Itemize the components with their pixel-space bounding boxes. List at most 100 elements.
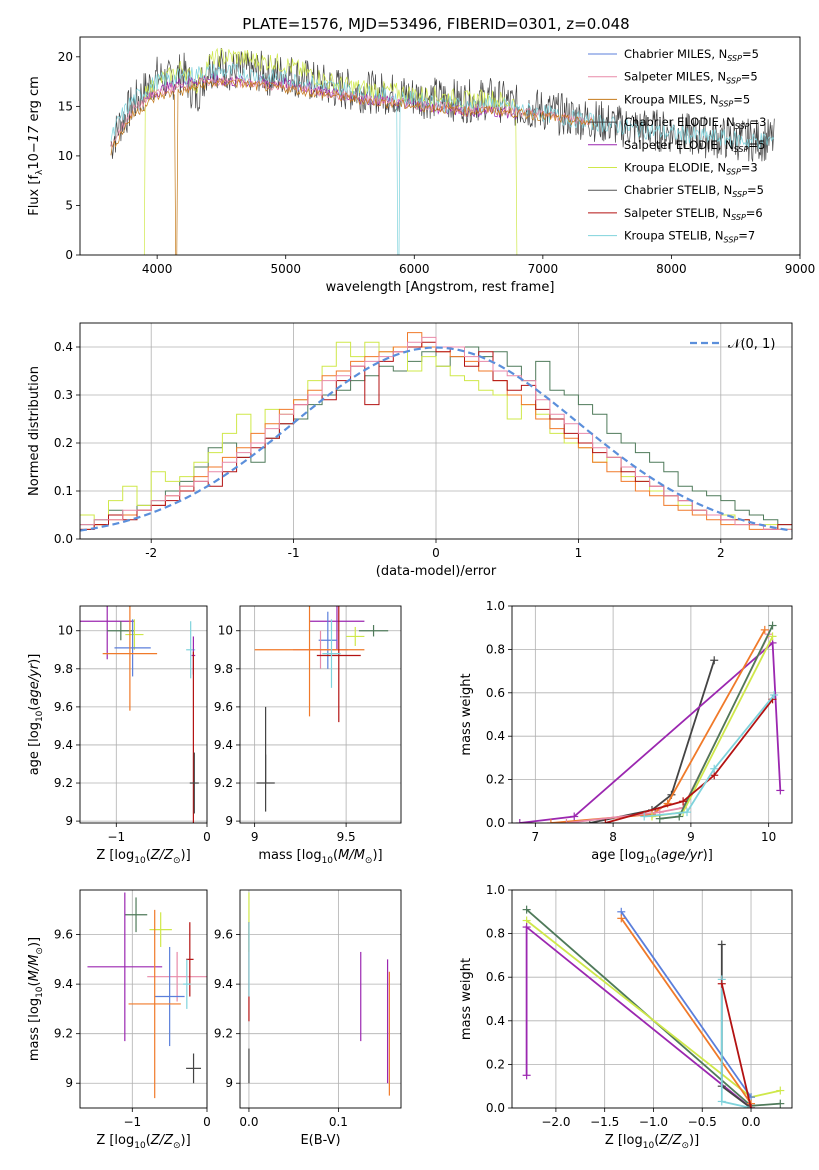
label-segment: 10 xyxy=(35,710,45,722)
label-segment: SSP xyxy=(727,54,742,63)
legend-entry: Kroupa STELIB, NSSP=7 xyxy=(624,229,755,245)
spectrum-line xyxy=(110,62,775,255)
label-segment: =5 xyxy=(742,47,759,61)
y-tick-label: 0.8 xyxy=(486,927,505,941)
label-segment: mass [log xyxy=(27,998,42,1061)
y-tick-label: 0.6 xyxy=(486,970,505,984)
label-segment: Z/Z xyxy=(150,848,174,863)
y-tick-label: 0.1 xyxy=(54,484,73,498)
x-tick-label: 9.5 xyxy=(337,830,356,844)
label-segment: −17 xyxy=(27,125,42,153)
label-segment: SSP xyxy=(735,122,750,131)
y-tick-label: 15 xyxy=(58,99,73,113)
label-segment: 10 xyxy=(322,856,334,866)
y-tick-label: 9.6 xyxy=(54,928,73,942)
legend-entry: Salpeter STELIB, NSSP=6 xyxy=(624,206,763,222)
label-segment: =3 xyxy=(750,115,767,129)
weight-line xyxy=(525,925,752,1108)
legend-entry: Chabrier STELIB, NSSP=5 xyxy=(624,183,764,199)
label-segment: ( xyxy=(27,706,42,711)
label-segment: Z [log xyxy=(96,1133,134,1148)
grid-lines xyxy=(512,605,792,824)
x-tick-label: −1 xyxy=(107,830,125,844)
label-segment: SSP xyxy=(731,213,746,222)
label-segment: )] xyxy=(27,654,42,664)
spectrum-line xyxy=(110,47,775,162)
label-segment: 10 xyxy=(134,1141,146,1151)
y-tick-label: 10 xyxy=(58,624,73,638)
label-segment: SSP xyxy=(732,190,747,199)
label-segment: )] xyxy=(27,937,42,947)
label-segment: λ xyxy=(35,169,45,175)
weight-line xyxy=(519,641,782,823)
y-tick-label: 0.4 xyxy=(54,340,73,354)
grid-lines xyxy=(240,606,401,823)
y-tick-label: 5 xyxy=(65,198,73,212)
y-tick-label: 0.3 xyxy=(54,388,73,402)
label-segment: Z [log xyxy=(96,848,134,863)
label-segment: ( xyxy=(656,848,661,863)
plot-area xyxy=(515,621,785,823)
chart-panels: 4000 5000 6000 7000 8000 900005101520waveleng… xyxy=(27,36,815,1151)
axes-frame xyxy=(239,605,402,824)
y-tick-label: 0.2 xyxy=(486,1057,505,1071)
legend-entry: Chabrier MILES, NSSP=5 xyxy=(624,47,759,63)
grid-lines xyxy=(80,606,208,823)
x-tick-label: −1 xyxy=(123,1115,141,1129)
plot-area xyxy=(254,606,389,812)
x-tick-label: −0.5 xyxy=(688,1115,717,1129)
x-tick-label: 9 xyxy=(251,830,259,844)
label-segment: )] xyxy=(703,848,713,863)
y-axis-label: mass weight xyxy=(459,673,474,755)
panel-mass_vs_EBV: 0.0 0.1 9 9.2 9.4 9.6 E(B-V) xyxy=(214,889,402,1148)
label-segment: =7 xyxy=(738,229,755,243)
label-segment: age/yr xyxy=(661,848,704,863)
weight-line xyxy=(620,911,752,1098)
label-segment: SSP xyxy=(734,145,749,154)
x-tick-label: 0.0 xyxy=(239,1115,258,1129)
label-segment: ⊙ xyxy=(173,856,181,866)
plot-area xyxy=(80,332,792,539)
x-axis-label: age [log10(age/yr)] xyxy=(591,848,713,866)
axes-frame xyxy=(511,889,793,1109)
histogram-series xyxy=(80,336,792,539)
label-segment: Z/Z xyxy=(150,1133,174,1148)
y-tick-label: 10 xyxy=(58,149,73,163)
y-axis-label: Flux [fλ10−17 erg cm xyxy=(27,76,45,216)
y-tick-label: 20 xyxy=(58,50,73,64)
label-segment: ( xyxy=(333,848,338,863)
panel-residuals: -2 -1 0 1 2 0.0 0.1 0.2 0.3 0.4 (data-model)/error… xyxy=(27,322,793,579)
y-tick-label: 9.2 xyxy=(214,1027,233,1041)
label-segment: =5 xyxy=(748,138,765,152)
spectrum-line xyxy=(110,77,594,255)
y-tick-label: 9.2 xyxy=(214,776,233,790)
x-tick-label: 7 xyxy=(532,830,540,844)
label-segment: SSP xyxy=(726,77,741,86)
x-axis-label: (data-model)/error xyxy=(376,564,497,579)
label-segment: ⊙ xyxy=(35,947,45,955)
y-tick-label: 1.0 xyxy=(486,599,505,613)
y-tick-label: 0.4 xyxy=(486,729,505,743)
label-segment: SSP xyxy=(719,99,734,108)
label-segment: )] xyxy=(689,1133,699,1148)
y-tick-label: 9.2 xyxy=(54,776,73,790)
x-tick-label: 0 xyxy=(432,546,440,560)
label-segment: ⊙ xyxy=(173,1141,181,1151)
x-tick-label: 8000 xyxy=(656,262,687,276)
y-tick-label: 9.2 xyxy=(54,1027,73,1041)
label-segment: Kroupa STELIB, N xyxy=(624,229,724,243)
label-segment: )] xyxy=(372,848,382,863)
label-segment: Salpeter ELODIE, N xyxy=(624,138,734,152)
weight-line xyxy=(720,983,752,1108)
y-tick-label: 9.8 xyxy=(54,662,73,676)
x-tick-label: 9 xyxy=(687,830,695,844)
y-axis-label: mass [log10(M/M⊙)] xyxy=(27,937,45,1061)
label-segment: age [log xyxy=(27,722,42,775)
label-segment: mass [log xyxy=(258,848,321,863)
x-tick-label: 6000 xyxy=(399,262,430,276)
x-axis-label: Z [log10(Z/Z⊙)] xyxy=(96,1133,190,1151)
axes-frame xyxy=(79,36,801,256)
x-tick-label: 0 xyxy=(203,830,211,844)
